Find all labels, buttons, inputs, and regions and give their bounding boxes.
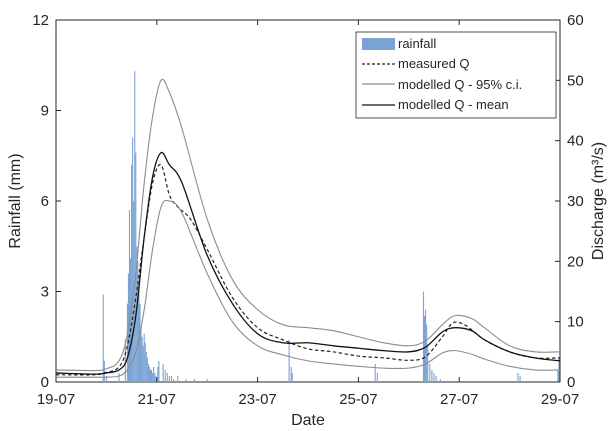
- legend-swatch-rainfall: [362, 38, 395, 50]
- rainfall-bar: [164, 369, 166, 382]
- rainfall-bar: [147, 363, 149, 382]
- rainfall-bar: [141, 336, 143, 382]
- rainfall-bar: [153, 366, 155, 382]
- rainfall-bar: [422, 291, 425, 382]
- series-line-modelled-q-mean-3: [55, 151, 561, 375]
- y-left-tick-label: 0: [41, 374, 49, 391]
- rainfall-bar: [145, 351, 147, 382]
- rainfall-bar: [130, 258, 132, 382]
- y-left-tick-label: 9: [41, 103, 49, 120]
- rainfall-bar: [431, 369, 433, 382]
- rainfall-bar: [102, 294, 104, 382]
- x-tick-label: 27-07: [440, 391, 478, 408]
- rainfall-bar: [142, 345, 144, 382]
- legend-label-measured: measured Q: [398, 56, 470, 71]
- rainfall-bar: [103, 360, 105, 382]
- y-left-tick-label: 12: [32, 12, 49, 29]
- y-axis-right-label: Discharge (m³/s): [590, 142, 607, 260]
- rainfall-bars: [102, 71, 560, 382]
- rainfall-bar: [374, 363, 376, 382]
- rainfall-bar: [135, 152, 137, 382]
- rainfall-bar: [425, 309, 427, 382]
- rainfall-bar: [137, 261, 139, 382]
- y-axis-left-label: Rainfall (mm): [7, 153, 24, 248]
- rainfall-bar: [157, 366, 159, 382]
- y-right-tick-label: 10: [567, 314, 584, 331]
- y-right-tick-label: 50: [567, 72, 584, 89]
- legend: rainfall measured Q modelled Q - 95% c.i…: [355, 31, 557, 119]
- axes: [55, 19, 561, 383]
- rainfall-bar: [424, 315, 426, 382]
- rainfall-bar: [206, 378, 208, 382]
- legend-label-mean: modelled Q - mean: [398, 97, 509, 112]
- rainfall-bar: [128, 210, 131, 382]
- series-line-modelled-q-95-c-i--1: [55, 78, 561, 372]
- rainfall-bar: [152, 372, 154, 382]
- x-tick-label: 23-07: [238, 391, 276, 408]
- rainfall-bar: [291, 372, 293, 382]
- rainfall-bar: [155, 375, 157, 382]
- rainfall-bar: [131, 164, 133, 382]
- y-left-tick-label: 3: [41, 284, 49, 301]
- rainfall-bar: [517, 372, 519, 382]
- rainfall-bar: [557, 369, 559, 382]
- rainfall-bar: [290, 366, 292, 382]
- rainfall-bar: [162, 363, 164, 382]
- rainfall-bar: [166, 372, 168, 382]
- tick-labels: 0 3 6 9 12 0 10 20 30 40 50 60 19-07 21-07 23-07 25-07 2…: [32, 12, 583, 408]
- rainfall-bar: [126, 303, 128, 382]
- rainfall-bar: [288, 339, 290, 382]
- rainfall-bar: [168, 375, 170, 382]
- rainfall-bar: [148, 366, 150, 382]
- rainfall-bar: [105, 375, 107, 382]
- rainfall-bar: [140, 327, 142, 382]
- x-tick-label: 29-07: [541, 391, 579, 408]
- rainfall-bar: [149, 369, 152, 382]
- rainfall-bar: [154, 372, 156, 382]
- rainfall-bar: [146, 357, 148, 382]
- rainfall-bar: [132, 137, 134, 382]
- x-tick-label: 21-07: [138, 391, 176, 408]
- rainfall-bar: [519, 375, 521, 382]
- rainfall-bar: [177, 375, 179, 382]
- series-line-measured-q-0: [55, 163, 561, 376]
- y-right-tick-label: 60: [567, 12, 584, 29]
- discharge-lines: [55, 78, 561, 378]
- y-right-tick-label: 20: [567, 253, 584, 270]
- rainfall-bar: [426, 324, 428, 382]
- rainfall-bar: [185, 378, 187, 382]
- series-line-modelled-q-95-c-i--2: [56, 199, 561, 378]
- rainfall-bar: [427, 345, 429, 382]
- rainfall-bar: [143, 333, 145, 382]
- legend-label-rainfall: rainfall: [398, 36, 436, 51]
- rainfall-bar: [124, 339, 126, 382]
- rainfall-bar: [138, 288, 140, 382]
- rainfall-bar: [118, 372, 120, 382]
- x-axis-label: Date: [291, 412, 325, 429]
- rainfall-bar: [136, 246, 138, 382]
- rainfall-bar: [194, 378, 196, 382]
- rainfall-bar: [435, 375, 437, 382]
- rainfall-bar: [439, 378, 441, 382]
- rainfall-bar: [433, 372, 435, 382]
- rainfall-bar: [158, 360, 160, 382]
- rainfall-bar: [376, 372, 378, 382]
- rainfall-bar: [429, 363, 431, 382]
- legend-label-ci: modelled Q - 95% c.i.: [398, 77, 522, 92]
- rainfall-bar: [170, 375, 173, 382]
- y-right-tick-label: 30: [567, 193, 584, 210]
- y-left-tick-label: 6: [41, 193, 49, 210]
- rainfall-bar: [139, 303, 141, 382]
- y-right-tick-label: 40: [567, 133, 584, 150]
- rainfall-bar: [151, 369, 153, 382]
- rainfall-bar: [134, 71, 136, 382]
- rainfall-bar: [144, 342, 146, 382]
- y-right-tick-label: 0: [567, 374, 575, 391]
- x-tick-label: 25-07: [339, 391, 377, 408]
- rainfall-bar: [173, 378, 175, 382]
- x-tick-label: 19-07: [37, 391, 75, 408]
